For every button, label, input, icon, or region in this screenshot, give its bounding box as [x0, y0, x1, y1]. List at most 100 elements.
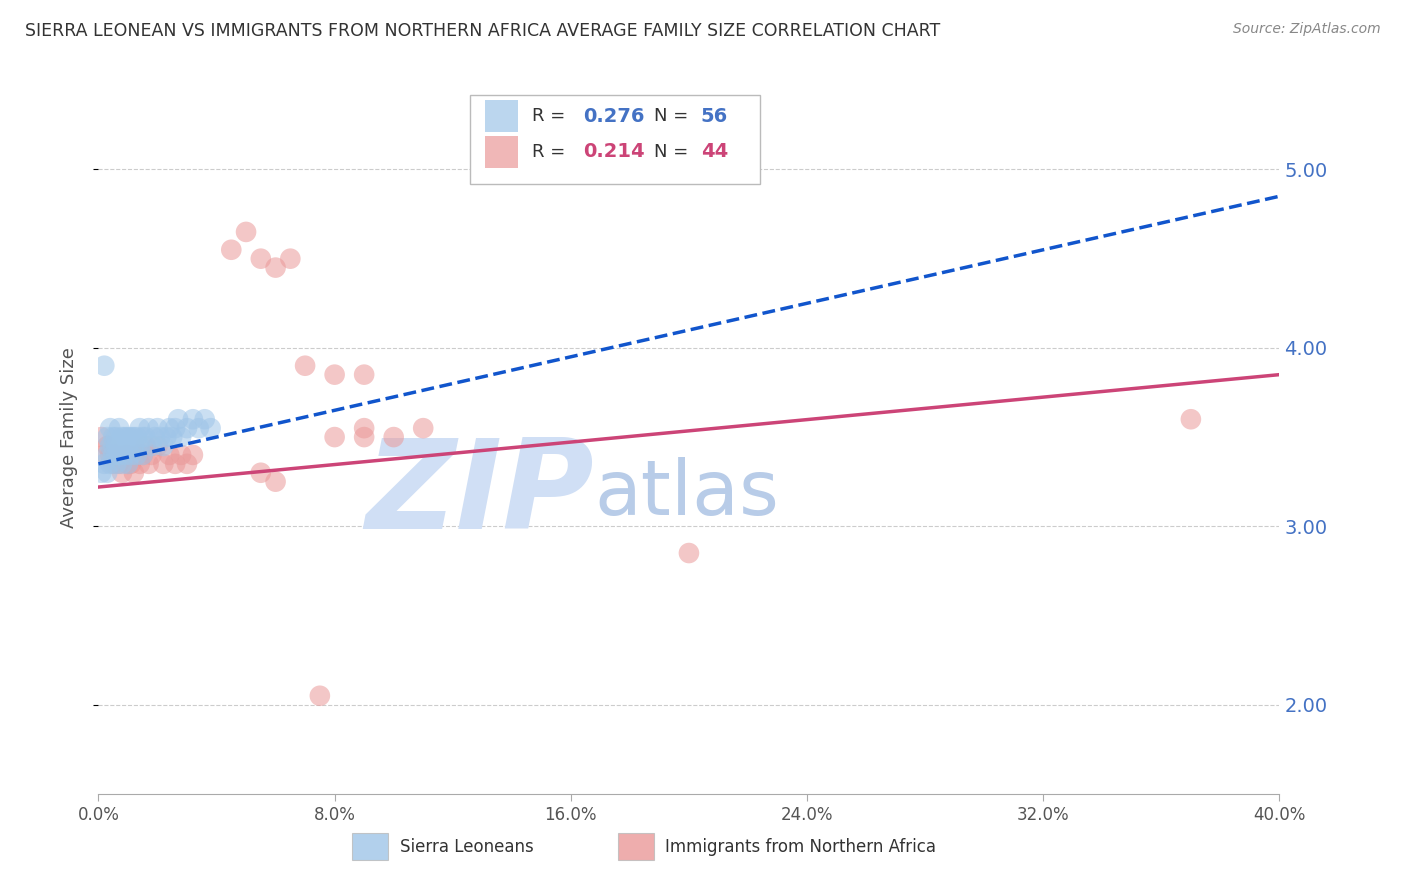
- FancyBboxPatch shape: [485, 136, 517, 168]
- Point: [98, 457, 121, 471]
- Point: [250, 466, 273, 480]
- Point: [165, 457, 187, 471]
- Point: [170, 430, 193, 444]
- Text: Immigrants from Northern Africa: Immigrants from Northern Africa: [665, 838, 936, 855]
- Point: [108, 421, 131, 435]
- Point: [111, 466, 134, 480]
- Point: [122, 439, 145, 453]
- Text: R =: R =: [531, 143, 571, 161]
- Point: [125, 448, 148, 462]
- Point: [294, 359, 316, 373]
- Point: [90, 430, 112, 444]
- Point: [90, 466, 112, 480]
- FancyBboxPatch shape: [485, 100, 517, 132]
- Point: [98, 421, 121, 435]
- Point: [155, 430, 177, 444]
- Point: [132, 448, 155, 462]
- Text: Source: ZipAtlas.com: Source: ZipAtlas.com: [1233, 22, 1381, 37]
- Point: [122, 466, 145, 480]
- Point: [176, 421, 198, 435]
- Point: [103, 439, 125, 453]
- Point: [93, 457, 115, 471]
- Point: [111, 439, 134, 453]
- Point: [103, 430, 125, 444]
- Point: [141, 439, 163, 453]
- Point: [264, 260, 287, 275]
- Text: N =: N =: [654, 143, 693, 161]
- Point: [125, 448, 148, 462]
- Point: [98, 448, 121, 462]
- Point: [96, 430, 118, 444]
- Point: [120, 448, 142, 462]
- Point: [114, 430, 136, 444]
- Point: [105, 448, 128, 462]
- Point: [128, 439, 150, 453]
- Point: [280, 252, 302, 266]
- Point: [157, 448, 180, 462]
- Point: [111, 457, 134, 471]
- Point: [678, 546, 700, 560]
- Text: R =: R =: [531, 107, 571, 125]
- Point: [108, 448, 131, 462]
- Text: 44: 44: [700, 143, 728, 161]
- Point: [146, 421, 169, 435]
- Point: [98, 439, 121, 453]
- Point: [382, 430, 405, 444]
- Point: [138, 457, 160, 471]
- Point: [96, 448, 118, 462]
- Point: [117, 457, 139, 471]
- Point: [114, 448, 136, 462]
- Point: [138, 421, 160, 435]
- Point: [221, 243, 243, 257]
- Point: [128, 457, 150, 471]
- Point: [323, 430, 346, 444]
- Point: [93, 448, 115, 462]
- Point: [176, 457, 198, 471]
- Point: [117, 448, 139, 462]
- Point: [309, 689, 332, 703]
- Point: [135, 430, 157, 444]
- Point: [117, 439, 139, 453]
- Point: [111, 439, 134, 453]
- Point: [132, 430, 155, 444]
- Text: Sierra Leoneans: Sierra Leoneans: [399, 838, 533, 855]
- Point: [114, 448, 136, 462]
- Point: [1180, 412, 1202, 426]
- Point: [353, 368, 375, 382]
- Point: [93, 359, 115, 373]
- Point: [167, 412, 190, 426]
- FancyBboxPatch shape: [353, 833, 388, 860]
- Point: [194, 412, 217, 426]
- Point: [128, 421, 150, 435]
- Point: [105, 457, 128, 471]
- Point: [141, 448, 163, 462]
- Text: ZIP: ZIP: [366, 434, 595, 555]
- Point: [135, 439, 157, 453]
- Point: [108, 439, 131, 453]
- Point: [264, 475, 287, 489]
- Point: [111, 430, 134, 444]
- Point: [120, 430, 142, 444]
- Text: SIERRA LEONEAN VS IMMIGRANTS FROM NORTHERN AFRICA AVERAGE FAMILY SIZE CORRELATIO: SIERRA LEONEAN VS IMMIGRANTS FROM NORTHE…: [25, 22, 941, 40]
- Point: [143, 430, 166, 444]
- Point: [103, 448, 125, 462]
- Point: [105, 439, 128, 453]
- Point: [117, 457, 139, 471]
- Point: [152, 439, 174, 453]
- Point: [108, 457, 131, 471]
- Point: [117, 430, 139, 444]
- Point: [235, 225, 257, 239]
- Point: [149, 430, 172, 444]
- Point: [181, 448, 204, 462]
- Point: [323, 368, 346, 382]
- Point: [105, 430, 128, 444]
- FancyBboxPatch shape: [471, 95, 759, 184]
- FancyBboxPatch shape: [619, 833, 654, 860]
- Point: [96, 439, 118, 453]
- Point: [152, 457, 174, 471]
- Point: [165, 421, 187, 435]
- Point: [353, 421, 375, 435]
- Y-axis label: Average Family Size: Average Family Size: [59, 347, 77, 527]
- Point: [353, 430, 375, 444]
- Point: [157, 421, 180, 435]
